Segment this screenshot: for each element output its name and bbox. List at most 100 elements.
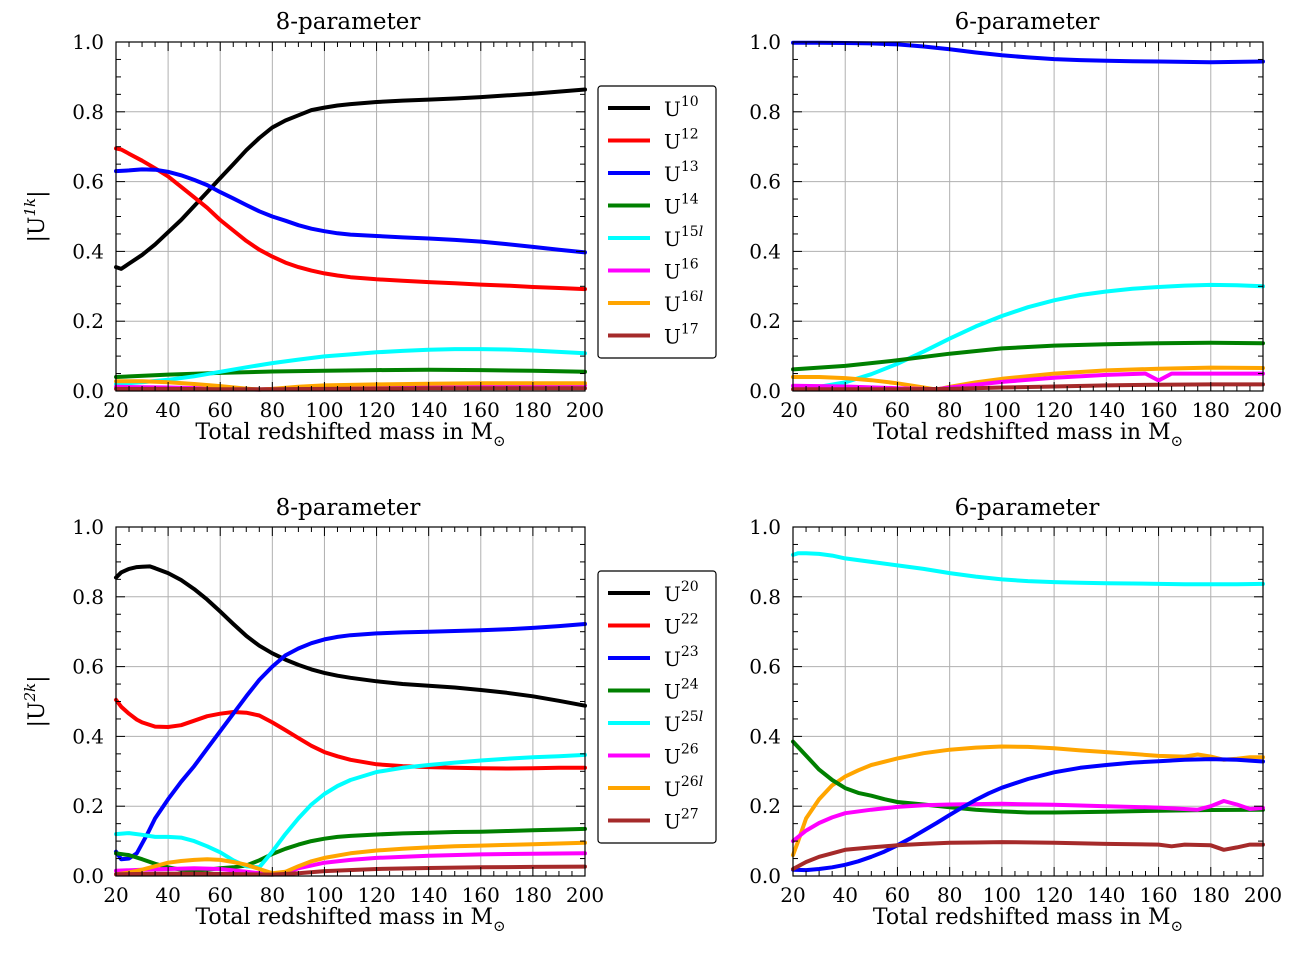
x-tick-label: 40: [832, 883, 857, 907]
legend-entry: U12: [664, 127, 699, 154]
legend-entry-name: U: [664, 745, 681, 769]
legend-entry-sup: 14: [681, 192, 699, 208]
legend-entry-name: U: [664, 615, 681, 639]
legend-entry-name: U: [664, 195, 681, 219]
y-tick-label: 0.4: [749, 239, 781, 263]
legend-entry-sup: 22: [681, 612, 699, 628]
legend-entry-sup: 16: [681, 257, 699, 273]
plot-frame: [792, 41, 1264, 392]
y-axis-label-sup: 2k: [21, 683, 39, 703]
legend-entry: U16: [664, 257, 699, 284]
x-axis-label: Total redshifted mass in M⊙: [195, 420, 505, 450]
sun-symbol: ⊙: [493, 917, 506, 935]
legend-entry: U10: [664, 94, 699, 121]
legend-entry-sup: 17: [681, 322, 699, 338]
y-tick-label: 0.2: [749, 794, 781, 818]
legend-entry: U13: [664, 159, 699, 186]
legend-entry: U17: [664, 322, 699, 349]
legend-entry-sup: 26: [681, 774, 699, 790]
y-axis-label-text: |U: [25, 702, 50, 728]
x-tick-label: 80: [260, 398, 285, 422]
x-tick-label: 200: [1244, 398, 1282, 422]
series-line-1: [791, 282, 1265, 392]
x-tick-label: 120: [1035, 883, 1073, 907]
legend-entry: U25l: [664, 709, 703, 736]
legend-entry-sup-italic: l: [699, 709, 703, 725]
y-tick-label: 0.6: [749, 655, 781, 679]
legend-entry: U14: [664, 192, 699, 219]
x-tick-label: 20: [103, 883, 128, 907]
x-tick-label: 120: [1035, 398, 1073, 422]
y-axis-label: |U1k|: [21, 190, 50, 242]
legend-entry: U15l: [664, 224, 703, 251]
x-tick-label: 160: [1139, 883, 1177, 907]
x-tick-label: 180: [1192, 398, 1230, 422]
series-line-3: [114, 826, 587, 873]
x-tick-label: 60: [885, 883, 910, 907]
x-tick-label: 140: [1087, 883, 1125, 907]
x-tick-label: 20: [103, 398, 128, 422]
series-line-1: [791, 744, 1265, 858]
legend-entry-name: U: [664, 647, 681, 671]
legend-entry-sup: 27: [681, 807, 699, 823]
series-line-2: [791, 340, 1265, 372]
panel-bottom-right: 20 40 60 80 100 120 140 160 180 200 0.0 0.2 0.4 0.6 0.…: [749, 495, 1282, 935]
legend-entry-name: U: [664, 680, 681, 704]
x-tick-label: 100: [305, 883, 343, 907]
series-line-2: [114, 622, 587, 862]
legend-entry-sup: 10: [681, 94, 699, 110]
legend-entry-sup-italic: l: [699, 774, 703, 790]
x-axis-label: Total redshifted mass in M⊙: [195, 905, 505, 935]
plot-frame: [115, 526, 586, 877]
legend-entry-sup: 12: [681, 127, 699, 143]
x-tick-label: 180: [514, 398, 552, 422]
y-tick-label: 0.6: [72, 170, 104, 194]
legend-entry: U26: [664, 742, 699, 769]
panel-top-left: 20 40 60 80 100 120 140 160 180 200 0.0 0.2 0.4 0.6 0.…: [21, 9, 604, 450]
legend-entry: U16l: [664, 289, 703, 316]
y-tick-label: 0.2: [72, 309, 104, 333]
x-tick-label: 160: [462, 883, 500, 907]
y-axis-label-text: |U: [25, 217, 50, 243]
x-axis-label-text: Total redshifted mass in M: [195, 905, 493, 930]
x-tick-label: 40: [832, 398, 857, 422]
y-tick-label: 0.8: [72, 585, 104, 609]
legend-entry-sup: 23: [681, 644, 699, 660]
legend-entry-sup: 16: [681, 289, 699, 305]
legend-entry-sup: 20: [681, 579, 699, 595]
series-line-3: [791, 799, 1265, 844]
legend-entry-name: U: [664, 97, 681, 121]
x-tick-label: 200: [566, 398, 604, 422]
x-tick-label: 60: [885, 398, 910, 422]
x-tick-label: 140: [410, 398, 448, 422]
chart-title: 8-parameter: [276, 495, 421, 521]
series-line-0: [114, 87, 587, 271]
x-tick-label: 140: [410, 883, 448, 907]
series-line-0: [791, 551, 1265, 587]
x-tick-label: 100: [305, 398, 343, 422]
y-tick-label: 0.6: [72, 655, 104, 679]
sun-symbol: ⊙: [493, 432, 506, 450]
x-axis-label: Total redshifted mass in M⊙: [873, 420, 1183, 450]
series-line-3: [114, 367, 587, 379]
legend-entry-sup: 24: [681, 677, 699, 693]
x-tick-label: 180: [514, 883, 552, 907]
y-tick-label: 1.0: [72, 515, 104, 539]
y-tick-label: 0.4: [72, 239, 104, 263]
sun-symbol: ⊙: [1171, 432, 1184, 450]
legend-box: [597, 570, 717, 844]
x-tick-label: 40: [155, 398, 180, 422]
y-tick-label: 0.2: [72, 794, 104, 818]
x-tick-label: 60: [207, 398, 232, 422]
legend-entry-name: U: [664, 582, 681, 606]
legend-entry-name: U: [664, 260, 681, 284]
y-tick-label: 0.0: [72, 379, 104, 403]
legend-box: [597, 85, 717, 359]
x-tick-label: 80: [937, 398, 962, 422]
legend-entry-name: U: [664, 130, 681, 154]
y-axis-label: |U2k|: [21, 675, 50, 727]
legend-entry-name: U: [664, 810, 681, 834]
x-tick-label: 120: [357, 883, 395, 907]
